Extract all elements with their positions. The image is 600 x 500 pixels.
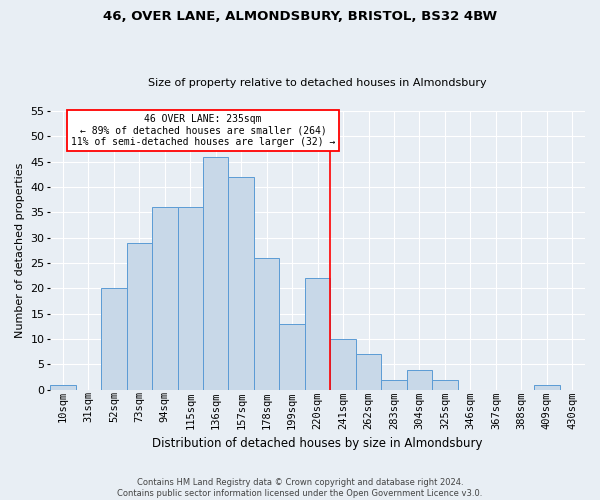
Bar — [305, 278, 331, 390]
Bar — [331, 339, 356, 390]
Title: Size of property relative to detached houses in Almondsbury: Size of property relative to detached ho… — [148, 78, 487, 88]
Bar — [407, 370, 432, 390]
Bar — [229, 177, 254, 390]
Bar — [280, 324, 305, 390]
Bar — [381, 380, 407, 390]
Text: 46, OVER LANE, ALMONDSBURY, BRISTOL, BS32 4BW: 46, OVER LANE, ALMONDSBURY, BRISTOL, BS3… — [103, 10, 497, 23]
Bar — [50, 384, 76, 390]
Bar — [152, 208, 178, 390]
Text: Contains HM Land Registry data © Crown copyright and database right 2024.
Contai: Contains HM Land Registry data © Crown c… — [118, 478, 482, 498]
Bar — [203, 156, 229, 390]
Text: 46 OVER LANE: 235sqm
← 89% of detached houses are smaller (264)
11% of semi-deta: 46 OVER LANE: 235sqm ← 89% of detached h… — [71, 114, 335, 146]
Bar — [178, 208, 203, 390]
Bar — [101, 288, 127, 390]
Bar — [432, 380, 458, 390]
Bar — [534, 384, 560, 390]
Bar — [127, 243, 152, 390]
Bar — [254, 258, 280, 390]
Y-axis label: Number of detached properties: Number of detached properties — [15, 162, 25, 338]
X-axis label: Distribution of detached houses by size in Almondsbury: Distribution of detached houses by size … — [152, 437, 483, 450]
Bar — [356, 354, 381, 390]
